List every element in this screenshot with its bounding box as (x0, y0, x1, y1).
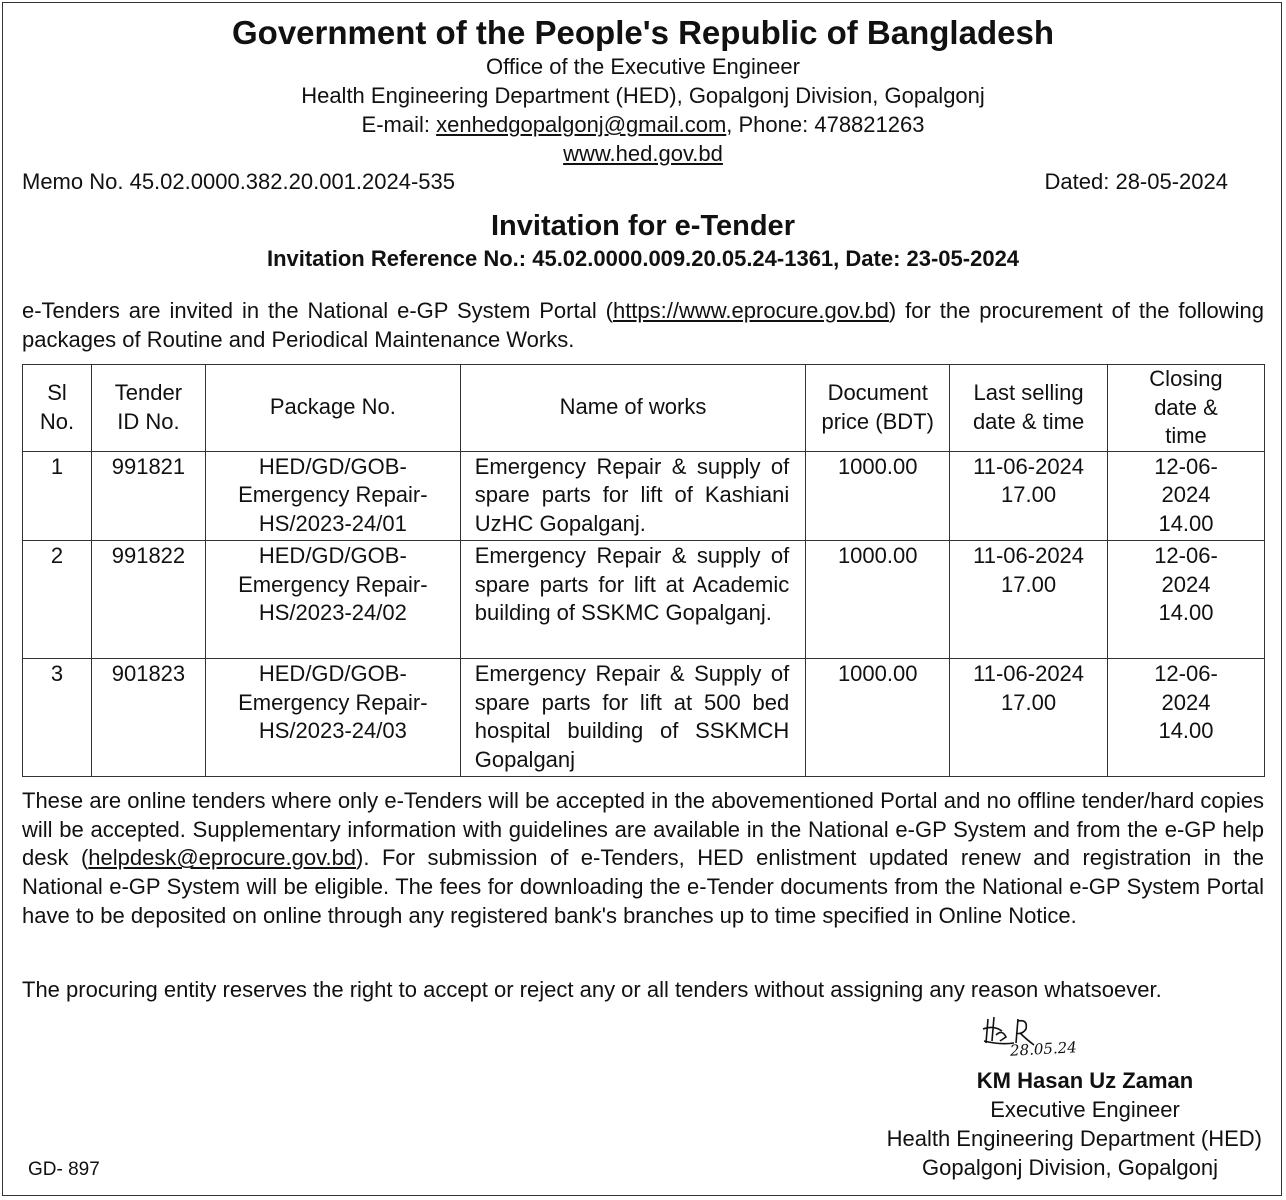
signature-image (982, 1016, 1035, 1046)
cell-last-selling: 11-06-2024 17.00 (949, 540, 1108, 659)
invitation-reference: Invitation Reference No.: 45.02.0000.009… (266, 246, 1020, 271)
table-header-row: Sl No. Tender ID No. Package No. Name of… (22, 364, 1266, 452)
header-sl: Sl No. (22, 364, 92, 452)
header-tender-id: Tender ID No. (90, 364, 206, 452)
cell-tender-id: 901823 (90, 658, 206, 777)
signatory-designation: Executive Engineer (990, 1097, 1180, 1122)
cell-closing: 12-06-2024 14.00 (1106, 540, 1266, 659)
signatory-name: KM Hasan Uz Zaman (976, 1068, 1194, 1093)
intro-text: e-Tenders are invited in the National e-… (22, 298, 613, 323)
cell-last-selling: 11-06-2024 17.00 (949, 450, 1108, 541)
cell-sl: 2 (22, 540, 92, 659)
header-closing: Closing date & time (1106, 364, 1266, 452)
gd-code: GD- 897 (28, 1159, 100, 1180)
intro-text-end: ) for the procurement of the following p… (22, 298, 1265, 352)
cell-price: 1000.00 (805, 540, 951, 659)
cell-tender-id: 991821 (90, 450, 206, 541)
header-works: Name of works (459, 364, 807, 452)
email-label: E-mail: (361, 112, 437, 137)
table-row: 2 991822 HED/GD/GOB-Emergency Repair-HS/… (22, 540, 1266, 659)
conditions-text: These are online tenders where only e-Te… (22, 788, 1264, 871)
cell-works: Emergency Repair & supply of spare parts… (459, 540, 807, 659)
website-line: www.hed.gov.bd (0, 140, 1286, 169)
cell-package: HED/GD/GOB-Emergency Repair-HS/2023-24/0… (204, 658, 461, 777)
contact-line: E-mail: xenhedgopalgonj@gmail.com, Phone… (0, 111, 1286, 140)
table-row: 1 991821 HED/GD/GOB-Emergency Repair-HS/… (22, 450, 1266, 541)
department-line: Health Engineering Department (HED), Gop… (301, 83, 985, 108)
signatory-department: Health Engineering Department (HED) (886, 1126, 1262, 1151)
cell-package: HED/GD/GOB-Emergency Repair-HS/2023-24/0… (204, 450, 461, 541)
cell-price: 1000.00 (805, 658, 951, 777)
eprocure-link[interactable]: https://www.eprocure.gov.bd (612, 298, 889, 323)
cell-closing: 12-06-2024 14.00 (1106, 658, 1266, 777)
email-link[interactable]: xenhedgopalgonj@gmail.com (436, 112, 727, 137)
cell-works: Emergency Repair & supply of spare parts… (459, 450, 807, 541)
conditions-paragraph: These are online tenders where only e-Te… (22, 787, 1264, 931)
phone: , Phone: 478821263 (726, 112, 925, 137)
conditions-text-end: ). For submission of e-Tenders, HED enli… (22, 845, 1264, 928)
cell-package: HED/GD/GOB-Emergency Repair-HS/2023-24/0… (204, 540, 461, 659)
cell-sl: 3 (22, 658, 92, 777)
header-last-selling: Last selling date & time (949, 364, 1108, 452)
cell-closing: 12-06-2024 14.00 (1106, 450, 1266, 541)
office-line: Office of the Executive Engineer (486, 54, 800, 79)
memo-no: Memo No. 45.02.0000.382.20.001.2024-535 (22, 169, 455, 194)
cell-works: Emergency Repair & Supply of spare parts… (459, 658, 807, 777)
header-price: Document price (BDT) (805, 364, 951, 452)
signature-date: 28.05.24 (1009, 1038, 1078, 1060)
website-link[interactable]: www.hed.gov.bd (563, 141, 723, 166)
cell-last-selling: 11-06-2024 17.00 (949, 658, 1108, 777)
helpdesk-link[interactable]: helpdesk@eprocure.gov.bd (88, 845, 357, 871)
government-title: Government of the People's Republic of B… (232, 14, 1054, 51)
table-row: 3 901823 HED/GD/GOB-Emergency Repair-HS/… (22, 658, 1266, 777)
intro-paragraph: e-Tenders are invited in the National e-… (22, 297, 1264, 354)
cell-tender-id: 991822 (90, 540, 206, 659)
rights-paragraph: The procuring entity reserves the right … (22, 977, 1162, 1002)
signatory-location: Gopalgonj Division, Gopalgonj (922, 1155, 1218, 1180)
cell-sl: 1 (22, 450, 92, 541)
invitation-title: Invitation for e-Tender (491, 210, 795, 242)
header-package: Package No. (204, 364, 461, 452)
cell-price: 1000.00 (805, 450, 951, 541)
tender-table: Sl No. Tender ID No. Package No. Name of… (22, 364, 1266, 777)
dated: Dated: 28-05-2024 (1044, 169, 1228, 194)
